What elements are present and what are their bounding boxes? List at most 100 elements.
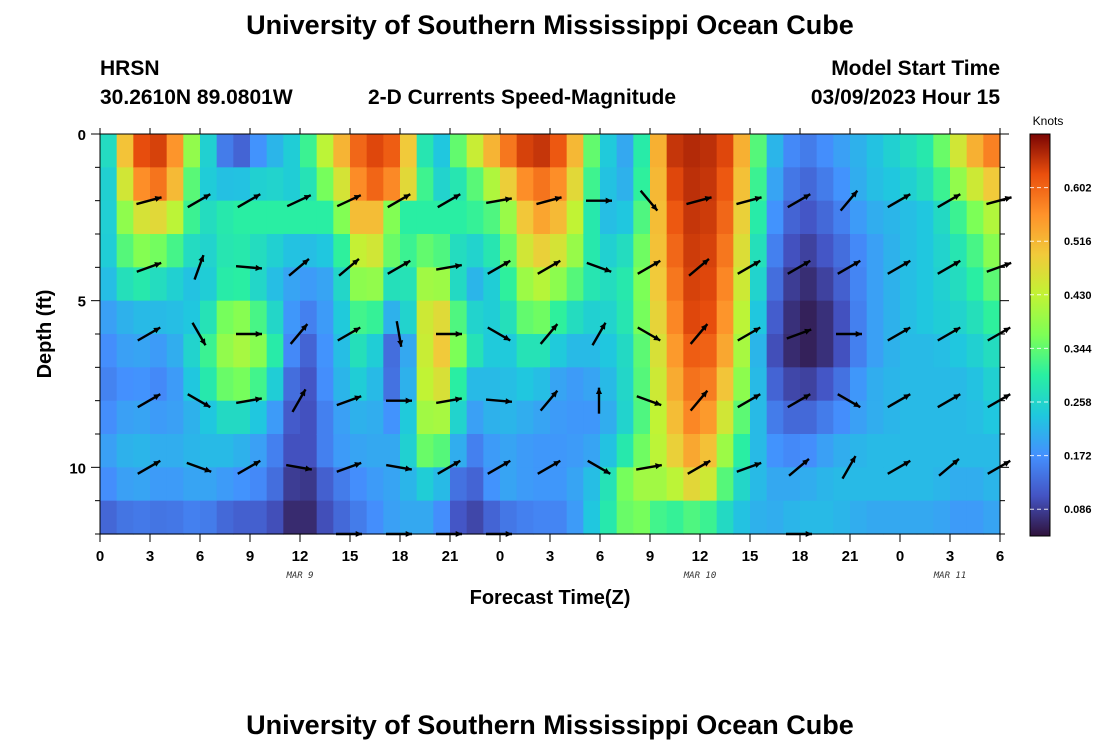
heat-cell xyxy=(100,134,118,168)
heat-cell xyxy=(900,400,918,435)
heat-cell xyxy=(783,200,801,235)
current-vectors xyxy=(136,189,1012,538)
heat-cell xyxy=(883,267,901,302)
heat-cell xyxy=(750,400,768,435)
current-vector xyxy=(787,193,811,209)
heat-cell xyxy=(233,134,251,168)
heat-cell xyxy=(733,434,751,468)
heat-cell xyxy=(516,267,534,302)
vector-head xyxy=(299,389,306,397)
vector-head xyxy=(1003,327,1011,334)
heat-cell xyxy=(633,167,651,202)
heat-cell xyxy=(716,434,734,468)
heat-cell xyxy=(583,334,601,368)
heat-cell xyxy=(266,300,284,335)
heat-cell xyxy=(616,500,634,535)
heat-cell xyxy=(266,334,284,368)
current-vector xyxy=(387,193,411,209)
heat-cell xyxy=(783,367,801,402)
heat-cell xyxy=(866,234,884,268)
heat-cell xyxy=(283,500,301,535)
vector-head xyxy=(153,327,161,334)
heat-cell xyxy=(966,234,984,268)
heat-cell xyxy=(516,234,534,268)
heat-cell xyxy=(200,400,218,435)
heat-cell xyxy=(333,400,351,435)
heat-cell xyxy=(816,334,834,368)
heat-cell xyxy=(983,367,1001,402)
heat-cell xyxy=(216,200,234,235)
heat-cell xyxy=(133,434,151,468)
heat-cell xyxy=(833,267,851,302)
vector-head xyxy=(353,327,361,334)
heat-cell xyxy=(933,134,951,168)
vector-head xyxy=(550,324,558,331)
heat-cell xyxy=(683,500,701,535)
heat-cell xyxy=(900,300,918,335)
heat-cell xyxy=(566,400,584,435)
heat-cell xyxy=(383,400,401,435)
heat-cell xyxy=(566,500,584,535)
vector-head xyxy=(300,324,308,331)
heat-cell xyxy=(883,434,901,468)
heat-cell xyxy=(816,367,834,402)
heat-cell xyxy=(866,334,884,368)
heat-cell xyxy=(200,467,218,502)
heat-cell xyxy=(333,434,351,468)
heat-cell xyxy=(766,400,784,435)
heat-cell xyxy=(400,134,418,168)
heat-cell xyxy=(300,500,318,535)
current-vector xyxy=(689,389,709,412)
heat-cell xyxy=(166,500,184,535)
vector-head xyxy=(953,327,961,334)
heat-cell xyxy=(450,500,468,535)
current-vector xyxy=(435,263,463,271)
heat-cell xyxy=(883,334,901,368)
heat-cell xyxy=(100,300,118,335)
heat-cell xyxy=(650,300,668,335)
current-vector xyxy=(136,195,162,206)
heat-cell xyxy=(900,334,918,368)
colorbar-tick-label: 0.086 xyxy=(1064,504,1092,516)
heat-cell xyxy=(733,400,751,435)
heat-cell xyxy=(216,267,234,302)
vector-head xyxy=(595,387,603,394)
heat-cell xyxy=(383,167,401,202)
heat-cell xyxy=(333,467,351,502)
heat-cell xyxy=(733,367,751,402)
vector-head xyxy=(153,394,161,400)
heat-cell xyxy=(566,167,584,202)
heat-cell xyxy=(866,400,884,435)
heat-cell xyxy=(866,134,884,168)
heat-cell xyxy=(233,400,251,435)
heat-cell xyxy=(683,267,701,302)
heat-cell xyxy=(350,267,368,302)
heat-cell xyxy=(883,400,901,435)
heat-cell xyxy=(433,167,451,202)
current-vector xyxy=(289,323,309,345)
heat-cell xyxy=(933,434,951,468)
heat-cell xyxy=(366,300,384,335)
heat-cell xyxy=(166,134,184,168)
heat-cell xyxy=(950,467,968,502)
vector-head xyxy=(953,194,961,200)
vector-head xyxy=(1004,195,1012,202)
vector-head xyxy=(703,460,711,467)
heat-cell xyxy=(850,400,868,435)
heat-cell xyxy=(966,334,984,368)
heat-cell xyxy=(466,400,484,435)
heat-cell xyxy=(566,300,584,335)
current-vector xyxy=(587,459,611,475)
heat-cell xyxy=(600,167,618,202)
heat-cell xyxy=(533,400,551,435)
heat-cell xyxy=(566,134,584,168)
heat-cell xyxy=(183,334,201,368)
heat-cell xyxy=(500,300,518,335)
heat-cell xyxy=(200,434,218,468)
heat-cell xyxy=(183,300,201,335)
colorbar-gradient xyxy=(1029,133,1051,537)
heat-cell xyxy=(616,200,634,235)
heat-cell xyxy=(616,267,634,302)
vector-head xyxy=(553,460,561,467)
current-vector xyxy=(193,254,205,280)
